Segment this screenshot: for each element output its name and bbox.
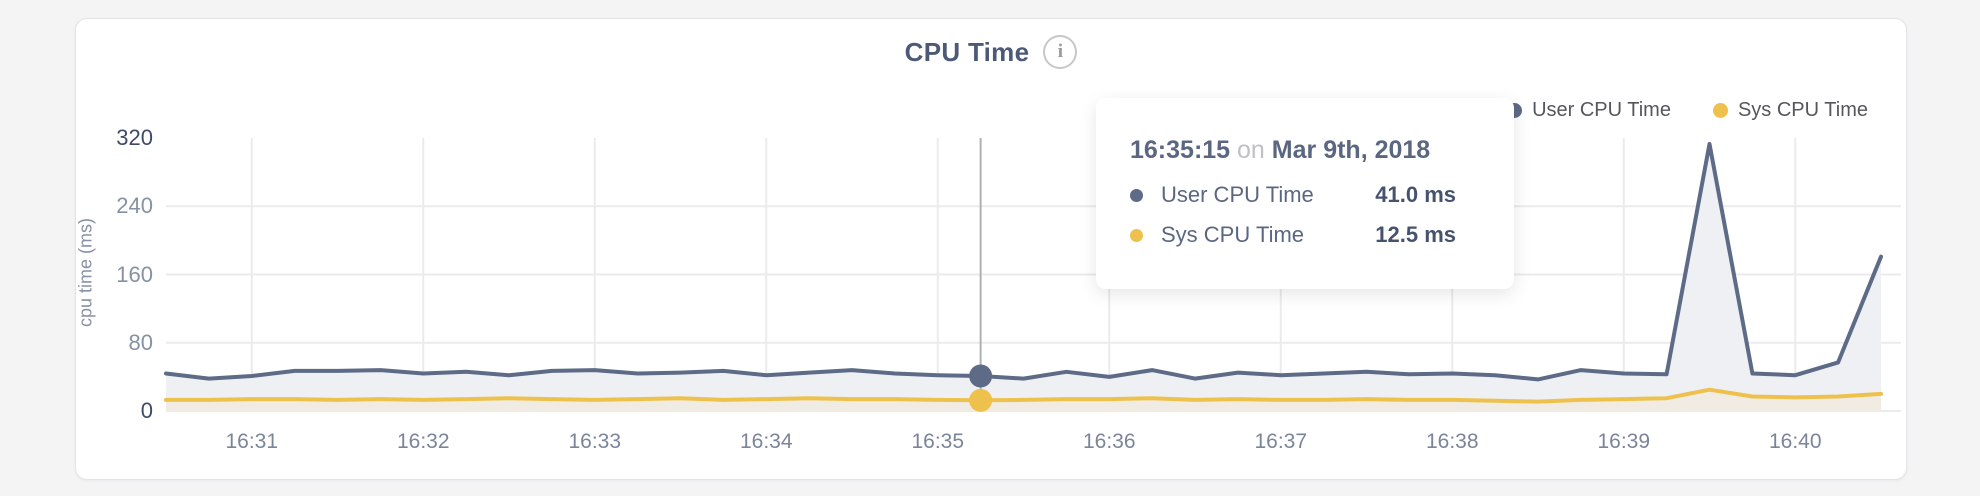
legend: User CPU Time Sys CPU Time	[1507, 99, 1868, 122]
series-line-user	[164, 142, 1883, 382]
hover-point-sys	[969, 388, 993, 412]
tooltip-title: 16:35:15 on Mar 9th, 2018	[1130, 136, 1456, 165]
tooltip-row-sys: Sys CPU Time 12.5 ms	[1130, 219, 1456, 251]
tooltip-value-sys: 12.5 ms	[1375, 222, 1456, 247]
info-icon[interactable]: i	[1043, 35, 1078, 69]
tooltip-label-sys: Sys CPU Time	[1161, 222, 1305, 247]
legend-label-sys: Sys CPU Time	[1737, 99, 1868, 121]
legend-item-user[interactable]: User CPU Time	[1507, 99, 1671, 122]
tooltip-row-user: User CPU Time 41.0 ms	[1130, 179, 1456, 211]
tooltip-time: 16:35:15	[1130, 136, 1231, 164]
series-line-sys	[164, 387, 1883, 404]
legend-label-user: User CPU Time	[1532, 99, 1671, 121]
chart-title: CPU Time	[904, 36, 1030, 67]
tooltip-dot-sys-icon	[1130, 228, 1143, 242]
tooltip-dot-user-icon	[1130, 188, 1143, 202]
series-area-user	[166, 144, 1881, 411]
tooltip-label-user: User CPU Time	[1161, 182, 1314, 207]
legend-dot-sys-icon	[1712, 103, 1728, 118]
chart-plot[interactable]	[76, 19, 1906, 479]
tooltip-conjunction: on	[1237, 136, 1265, 164]
hover-point-user	[969, 364, 993, 388]
chart-header: CPU Time i	[76, 35, 1906, 69]
tooltip: 16:35:15 on Mar 9th, 2018 User CPU Time …	[1096, 98, 1514, 289]
legend-item-sys[interactable]: Sys CPU Time	[1712, 99, 1868, 122]
tooltip-value-user: 41.0 ms	[1375, 182, 1456, 207]
tooltip-date: Mar 9th, 2018	[1271, 136, 1431, 164]
y-axis-title: cpu time (ms)	[75, 218, 96, 328]
